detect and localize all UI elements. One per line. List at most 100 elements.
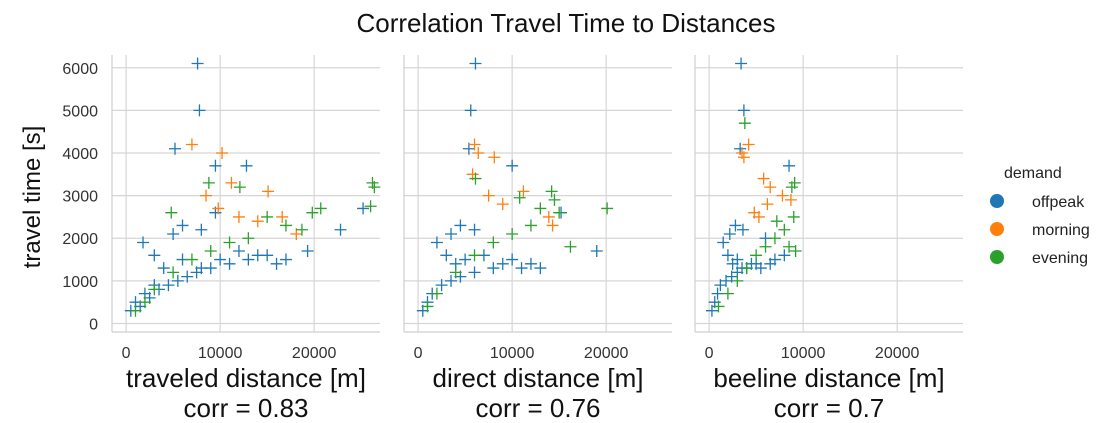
data-point [232, 210, 245, 223]
data-point [776, 189, 789, 202]
y-tick-label: 3000 [62, 189, 98, 206]
data-point [740, 262, 753, 275]
data-point [435, 279, 448, 292]
data-point [464, 104, 477, 117]
data-point [469, 57, 482, 70]
legend: demand offpeak morning evening [990, 165, 1090, 267]
data-point [262, 185, 275, 198]
data-point [534, 262, 547, 275]
data-point [454, 219, 467, 232]
data-point [545, 185, 558, 198]
data-point [171, 274, 184, 287]
legend-marker-offpeak [990, 194, 1004, 208]
data-point [138, 296, 151, 309]
data-point [736, 223, 749, 236]
data-point [445, 274, 458, 287]
data-point [783, 240, 796, 253]
data-point [242, 232, 255, 245]
data-point [787, 210, 800, 223]
data-point [214, 253, 227, 266]
series-offpeak [416, 57, 603, 317]
data-point [737, 151, 750, 164]
data-point [723, 227, 736, 240]
data-point [506, 227, 519, 240]
data-point [524, 219, 537, 232]
y-tick-label: 0 [89, 316, 98, 333]
data-point [223, 257, 236, 270]
data-point [738, 117, 751, 130]
data-point [496, 257, 509, 270]
data-point [459, 253, 472, 266]
series-offpeak [705, 57, 796, 317]
x-tick-label: 10000 [198, 345, 243, 362]
data-point [735, 57, 748, 70]
series-morning [736, 138, 797, 223]
data-point [487, 236, 500, 249]
data-point [445, 227, 458, 240]
x-tick-label: 20000 [875, 345, 920, 362]
x-tick-label: 10000 [781, 345, 826, 362]
data-point [789, 245, 802, 258]
data-point [137, 236, 150, 249]
data-point [162, 279, 175, 292]
data-point [737, 104, 750, 117]
data-point [778, 223, 791, 236]
data-point [212, 202, 225, 215]
data-point [731, 274, 744, 287]
data-point [468, 223, 481, 236]
data-point [148, 249, 161, 262]
data-point [770, 215, 783, 228]
data-point [506, 159, 519, 172]
data-point [357, 202, 370, 215]
data-point [261, 249, 274, 262]
data-point [430, 236, 443, 249]
series-evening [712, 117, 802, 313]
data-point [729, 219, 742, 232]
data-point [469, 172, 482, 185]
data-point [517, 185, 530, 198]
data-point [204, 262, 217, 275]
data-point [721, 287, 734, 300]
y-tick-label: 2000 [62, 231, 98, 248]
data-point [482, 189, 495, 202]
data-point [785, 181, 798, 194]
data-point [764, 181, 777, 194]
data-point [731, 253, 744, 266]
data-point [202, 176, 215, 189]
data-point [468, 138, 481, 151]
data-point [251, 215, 264, 228]
legend-title: demand [1004, 165, 1062, 182]
data-point [534, 202, 547, 215]
data-point [368, 181, 381, 194]
data-point [783, 159, 796, 172]
panel-1: 0 1000 2000 3000 4000 5000 6000 0 10000 20000trav… [62, 55, 381, 423]
data-point [496, 198, 509, 211]
y-axis-label: travel time [s] [19, 126, 46, 269]
data-point [546, 219, 559, 232]
correlation-label: corr = 0.76 [475, 393, 600, 423]
data-point [204, 245, 217, 258]
data-point [301, 245, 314, 258]
data-point [768, 253, 781, 266]
data-point [314, 202, 327, 215]
data-point [712, 300, 725, 313]
data-point [488, 151, 501, 164]
data-point [757, 172, 770, 185]
data-point [759, 240, 772, 253]
data-point [276, 210, 289, 223]
legend-marker-morning [990, 222, 1004, 236]
data-point [487, 262, 500, 275]
data-point [240, 159, 253, 172]
data-point [364, 200, 377, 213]
data-point [752, 210, 765, 223]
x-tick-label: 10000 [490, 345, 535, 362]
chart-title: Correlation Travel Time to Distances [356, 8, 775, 38]
data-point [295, 223, 308, 236]
data-point [553, 206, 566, 219]
y-tick-label: 6000 [62, 61, 98, 78]
series-morning [185, 138, 303, 240]
data-point [261, 210, 274, 223]
data-point [232, 245, 245, 258]
